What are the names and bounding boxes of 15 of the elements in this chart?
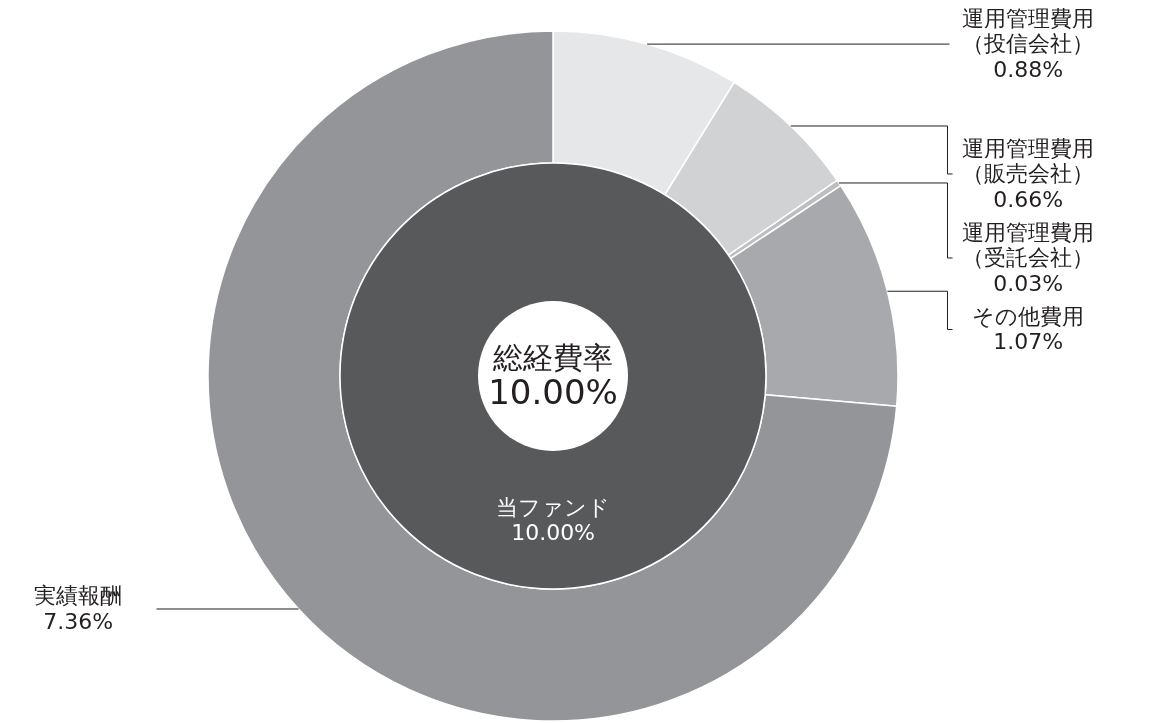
data-label: 10.00%: [510, 519, 597, 546]
data-label: 0.88%: [992, 56, 1065, 82]
slice-label: 運用管理費用（販売会社）: [961, 135, 1096, 187]
data-label: 1.07%: [992, 329, 1065, 355]
data-label: 0.03%: [992, 270, 1065, 296]
text: 総経費率: [492, 340, 614, 375]
slice-label: 実績報酬: [33, 583, 124, 609]
slice-label: その他費用: [971, 303, 1086, 330]
slice-label: 運用管理費用（投信会社）: [961, 6, 1096, 57]
slice-label: 運用管理費用（受託会社）: [961, 219, 1096, 271]
donut-slice: [207, 30, 898, 722]
slice-label: 当ファンド: [495, 494, 612, 520]
data-label: 7.36%: [42, 608, 115, 635]
text: 10.00%: [487, 372, 619, 412]
data-label: 0.66%: [992, 186, 1065, 212]
